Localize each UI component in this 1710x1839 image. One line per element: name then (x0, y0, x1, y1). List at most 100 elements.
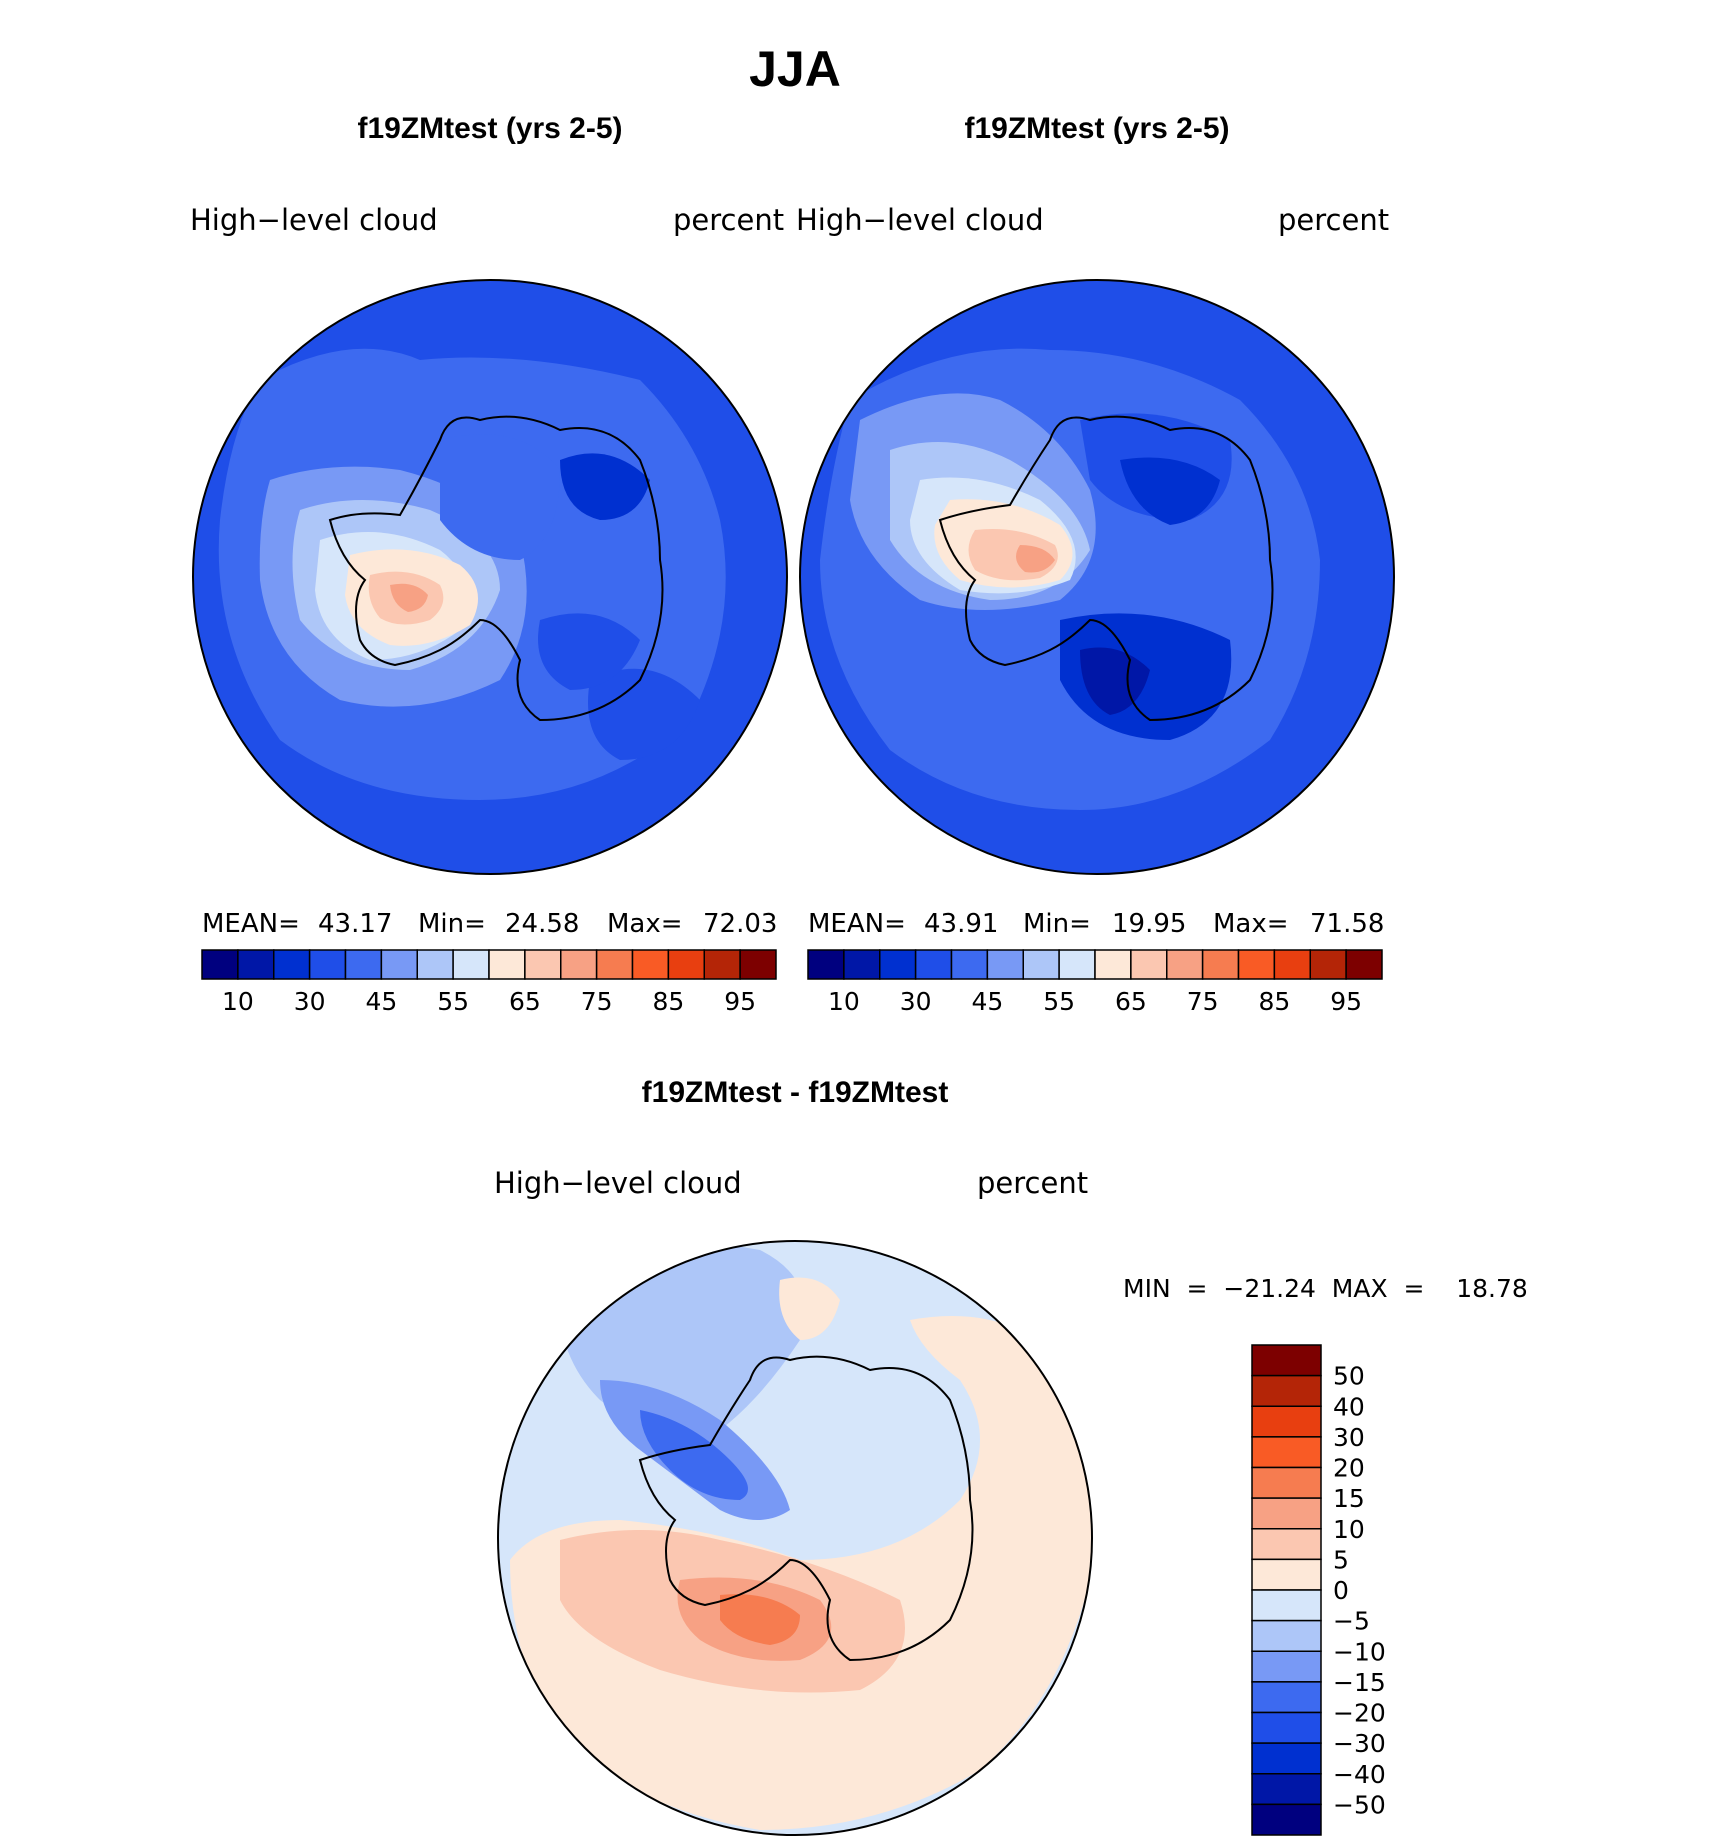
colorbar-diff-tick-label: −40 (1333, 1760, 1386, 1789)
colorbar-right: 10 30 45 55 65 75 85 95 (807, 949, 1383, 1016)
colorbar-diff-cell (1251, 1344, 1322, 1377)
colorbar-diff-tick-label: 40 (1333, 1392, 1365, 1421)
stats-left: MEAN= 43.17 Min= 24.58 Max= 72.03 (202, 909, 777, 939)
diff-variable: High−level cloud (494, 1166, 742, 1200)
colorbar-diff-tick-label: −20 (1333, 1699, 1386, 1728)
colorbar-right-tick-label: 95 (1330, 987, 1362, 1016)
colorbar-diff-cell (1251, 1374, 1322, 1407)
colorbar-right-tick-label: 45 (971, 987, 1003, 1016)
stats-right-mean: 43.91 (924, 909, 998, 939)
colorbar-diff-tick-label: 0 (1333, 1576, 1349, 1605)
colorbar-left-cell (595, 949, 634, 980)
stats-left-min-label: Min= (418, 909, 486, 939)
colorbar-right-cell (1058, 949, 1096, 980)
colorbar-right-cell (986, 949, 1024, 980)
panel-left-units: percent (673, 203, 784, 237)
colorbar-diff-cell (1251, 1528, 1322, 1561)
colorbar-right-cell (914, 949, 953, 980)
colorbar-left-cell (308, 949, 347, 980)
colorbar-left-cell (488, 949, 526, 980)
stats-right-max: 71.58 (1310, 909, 1384, 939)
colorbar-right-cell (1094, 949, 1132, 980)
diff-stats: MIN = −21.24 MAX = 18.78 (1123, 1274, 1528, 1303)
colorbar-right-tick-label: 75 (1187, 987, 1219, 1016)
colorbar-diff-cell (1251, 1650, 1322, 1683)
stats-right: MEAN= 43.91 Min= 19.95 Max= 71.58 (808, 909, 1384, 939)
colorbar-left-tick-label: 85 (652, 987, 684, 1016)
panel-right-subtitle: f19ZMtest (yrs 2-5) (964, 112, 1229, 145)
colorbar-right-cell (807, 949, 845, 980)
colorbar-right-tick-label: 30 (900, 987, 932, 1016)
colorbar-right-tick-label: 65 (1115, 987, 1147, 1016)
colorbar-diff-cell (1251, 1497, 1322, 1530)
colorbar-left-tick-label: 30 (294, 987, 326, 1016)
map-right (800, 280, 1394, 874)
colorbar-diff-tick-label: 50 (1333, 1362, 1365, 1391)
coastline-left (328, 415, 664, 722)
colorbar-right-cell (1273, 949, 1311, 980)
colorbar-left-tick-label: 65 (509, 987, 541, 1016)
stats-left-mean: 43.17 (318, 909, 392, 939)
panel-right-variable: High−level cloud (796, 203, 1044, 237)
colorbar-diff-tick-label: −5 (1333, 1607, 1370, 1636)
stats-right-min-label: Min= (1023, 909, 1091, 939)
colorbar-left-cell (667, 949, 705, 980)
colorbar-diff-cell (1251, 1773, 1322, 1806)
stats-right-max-label: Max= (1213, 909, 1289, 939)
colorbar-left-cell (416, 949, 454, 980)
colorbar-left-tick-label: 75 (581, 987, 613, 1016)
stats-left-max-label: Max= (607, 909, 683, 939)
colorbar-diff-cell (1251, 1681, 1322, 1714)
colorbar-left: 10 30 45 55 65 75 85 95 (201, 949, 777, 1016)
diff-units: percent (977, 1166, 1088, 1200)
colorbar-right-tick-label: 55 (1043, 987, 1075, 1016)
colorbar-left-cell (273, 949, 311, 980)
colorbar-diff-tick-label: 30 (1333, 1423, 1365, 1452)
stats-right-min: 19.95 (1112, 909, 1186, 939)
colorbar-diff-tick-label: −10 (1333, 1637, 1386, 1666)
map-diff (498, 1241, 1092, 1835)
colorbar-diff-cell (1251, 1711, 1322, 1744)
colorbar-right-cell (1309, 949, 1347, 980)
colorbar-left-cell (631, 949, 670, 980)
colorbar-right-cell (1201, 949, 1240, 980)
map-left-border (192, 279, 788, 875)
colorbar-left-tick-label: 45 (365, 987, 397, 1016)
panel-right-units: percent (1278, 203, 1389, 237)
colorbar-right-cell (1130, 949, 1168, 980)
colorbar-left-cell (452, 949, 490, 980)
colorbar-left-cell (201, 949, 239, 980)
colorbar-right-cell (1166, 949, 1204, 980)
colorbar-left-cell (380, 949, 418, 980)
colorbar-diff-cell (1251, 1558, 1322, 1591)
colorbar-diff-cell (1251, 1742, 1322, 1775)
colorbar-right-tick-label: 85 (1258, 987, 1290, 1016)
colorbar-left-cell (344, 949, 383, 980)
panel-left-variable: High−level cloud (190, 203, 438, 237)
stats-left-max: 72.03 (703, 909, 777, 939)
main-title: JJA (749, 41, 841, 97)
colorbar-right-cell (950, 949, 989, 980)
map-diff-border (497, 1240, 1093, 1836)
panel-left-subtitle: f19ZMtest (yrs 2-5) (357, 112, 622, 145)
colorbar-diff-tick-label: 10 (1333, 1515, 1365, 1544)
colorbar-left-tick-label: 95 (724, 987, 756, 1016)
colorbar-diff-cell (1251, 1589, 1322, 1622)
colorbar-left-cell (524, 949, 562, 980)
stats-left-mean-label: MEAN= (202, 909, 300, 939)
coastline-diff (638, 1355, 974, 1662)
colorbar-right-tick-label: 10 (828, 987, 860, 1016)
colorbar-diff-tick-label: 20 (1333, 1454, 1365, 1483)
colorbar-diff-tick-label: 5 (1333, 1545, 1349, 1574)
colorbar-diff-cell (1251, 1405, 1322, 1438)
colorbar-diff-cell (1251, 1466, 1322, 1499)
colorbar-left-tick-label: 55 (437, 987, 469, 1016)
colorbar-left-tick-label: 10 (222, 987, 254, 1016)
colorbar-diff-cell (1251, 1619, 1322, 1652)
colorbar-left-cell (560, 949, 598, 980)
colorbar-diff-tick-label: −15 (1333, 1668, 1386, 1697)
colorbar-diff-tick-label: 15 (1333, 1484, 1365, 1513)
diff-subtitle: f19ZMtest - f19ZMtest (642, 1076, 949, 1109)
map-left (193, 280, 787, 874)
